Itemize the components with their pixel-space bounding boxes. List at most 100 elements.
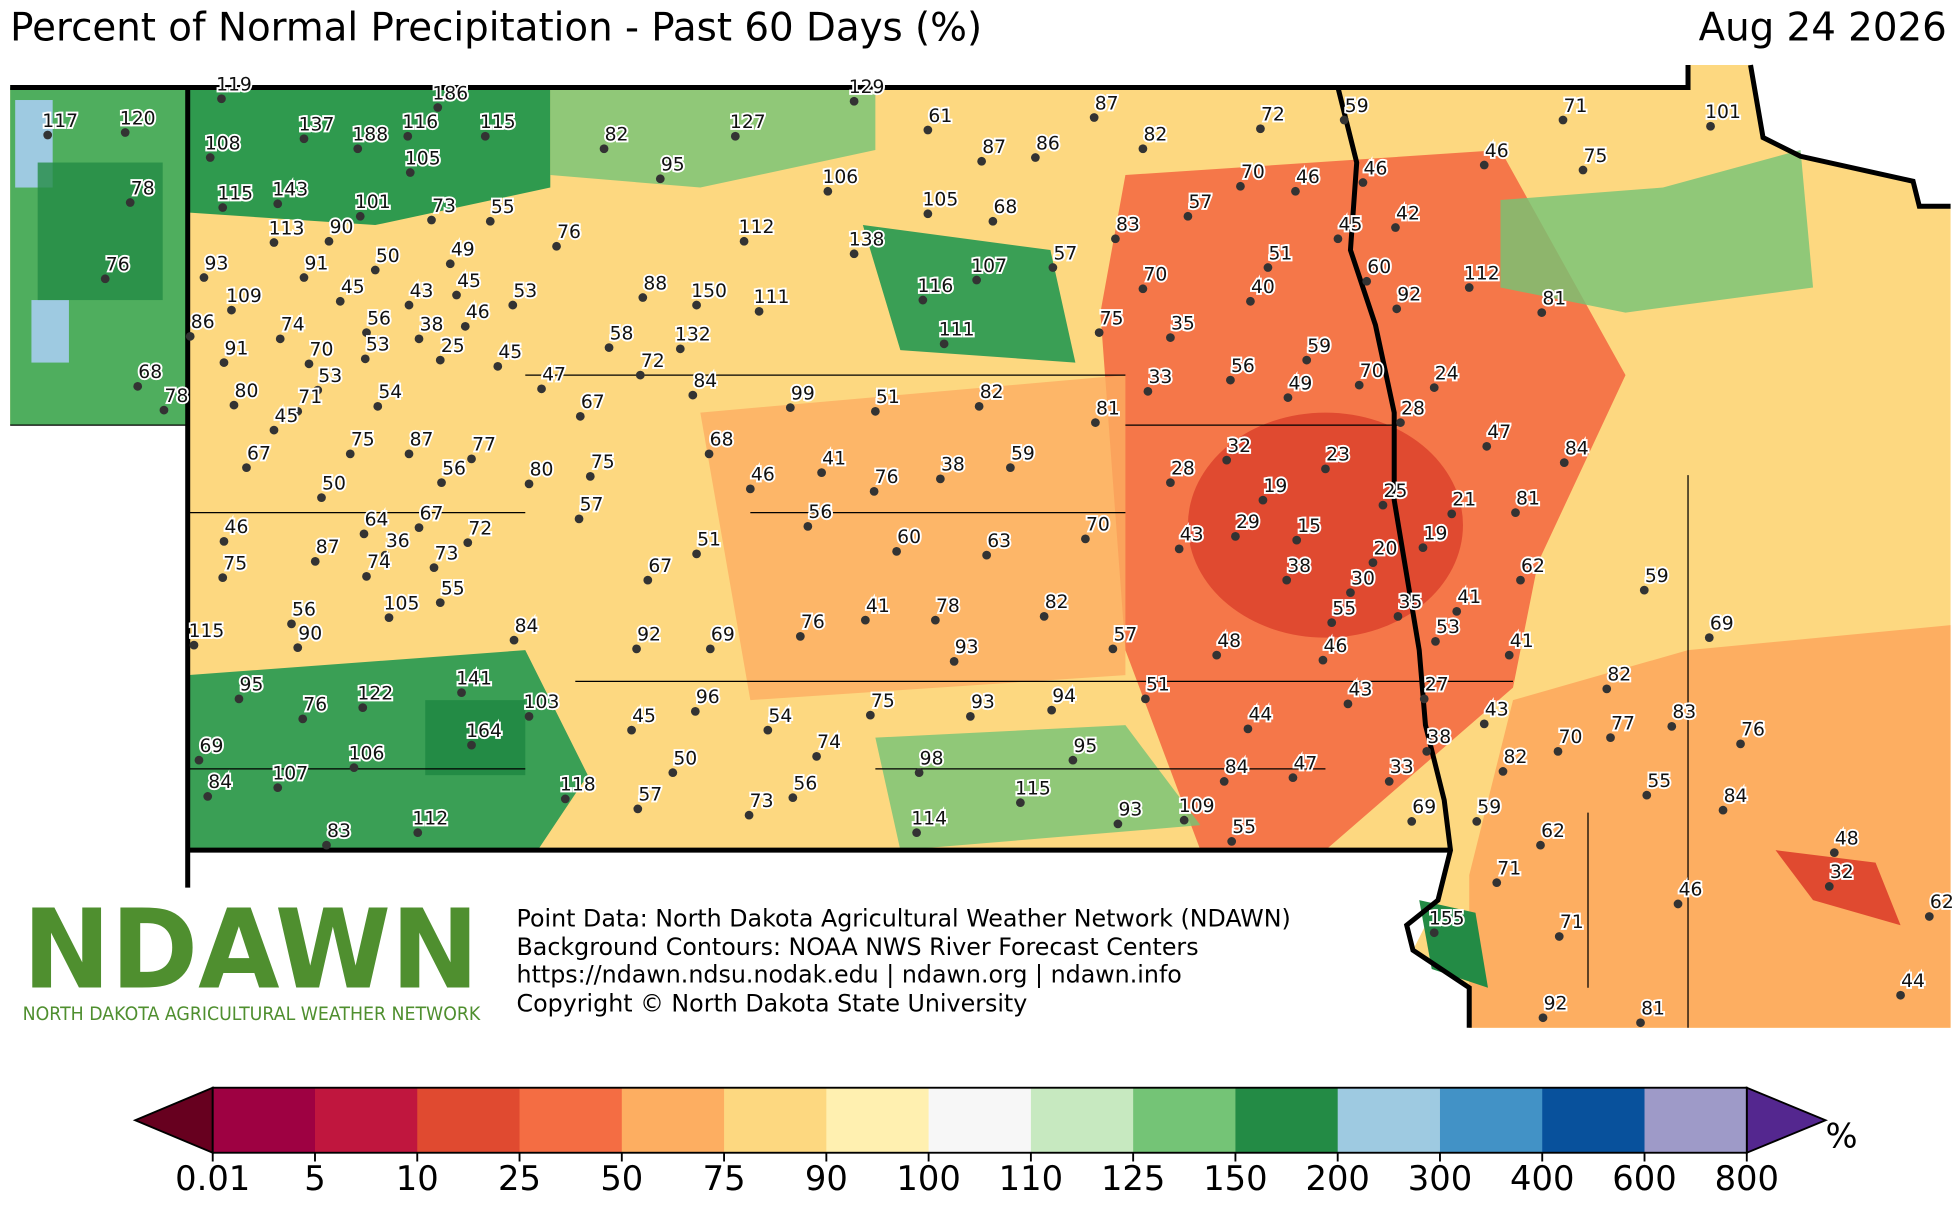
- station-dot: [1896, 990, 1905, 1000]
- station-dot: [817, 468, 826, 477]
- station-dot: [675, 344, 685, 354]
- station-dot: [413, 828, 423, 838]
- station-dot: [560, 794, 570, 804]
- station-value: 41: [822, 448, 846, 469]
- station-value: 71: [1560, 912, 1584, 933]
- station-dot: [635, 370, 645, 380]
- station-dot: [1246, 296, 1255, 306]
- station-dot: [1111, 234, 1120, 244]
- station-value: 78: [165, 386, 189, 407]
- station-value: 74: [817, 732, 841, 753]
- station-dot: [972, 275, 982, 285]
- station-dot: [524, 712, 534, 721]
- station-value: 46: [1296, 167, 1320, 188]
- station-value: 111: [939, 320, 975, 341]
- station-dot: [1089, 113, 1099, 122]
- station-value: 21: [1452, 490, 1476, 511]
- station-value: 105: [384, 593, 420, 614]
- station-value: 47: [1294, 753, 1318, 774]
- station-value: 45: [498, 342, 522, 363]
- station-dot: [43, 130, 53, 140]
- station-dot: [860, 615, 870, 625]
- station-value: 137: [299, 115, 335, 136]
- station-dot: [1291, 186, 1300, 196]
- station-value: 80: [530, 460, 554, 481]
- station-dot: [133, 381, 143, 391]
- station-value: 91: [305, 253, 329, 274]
- station-value: 188: [352, 125, 388, 146]
- credit-line: Point Data: North Dakota Agricultural We…: [517, 904, 1291, 932]
- station-dot: [1384, 777, 1394, 786]
- station-value: 46: [1679, 880, 1703, 901]
- station-value: 127: [730, 112, 766, 133]
- station-dot: [1354, 380, 1364, 390]
- station-dot: [299, 273, 309, 282]
- station-value: 56: [292, 600, 316, 621]
- station-dot: [1141, 694, 1150, 704]
- station-dot: [1553, 747, 1563, 756]
- station-value: 75: [871, 691, 895, 712]
- station-dot: [433, 103, 443, 112]
- station-dot: [217, 94, 226, 104]
- station-value: 70: [1360, 361, 1384, 382]
- station-dot: [1924, 912, 1934, 921]
- station-dot: [362, 328, 371, 337]
- station-value: 93: [971, 692, 995, 713]
- station-dot: [219, 536, 229, 546]
- station-dot: [120, 128, 130, 137]
- station-value: 77: [472, 435, 496, 456]
- station-value: 68: [993, 197, 1017, 218]
- stations: 117 120 119 186 108 137 188 116 115 82 127 129 87 72 5…: [40, 73, 1956, 1028]
- station-dot: [199, 273, 209, 282]
- station-value: 68: [138, 362, 162, 383]
- station-value: 55: [441, 578, 465, 599]
- station-dot: [795, 632, 805, 641]
- station-value: 86: [191, 312, 215, 333]
- station-dot: [159, 405, 169, 415]
- station-value: 106: [822, 167, 858, 188]
- station-dot: [974, 401, 984, 411]
- station-dot: [405, 168, 415, 177]
- station-value: 122: [357, 683, 393, 704]
- colorbar-tick-label: 25: [498, 1159, 541, 1198]
- station-value: 56: [793, 773, 817, 794]
- station-dot: [1504, 650, 1514, 660]
- station-value: 32: [1227, 436, 1251, 457]
- station-value: 75: [1584, 146, 1608, 167]
- station-value: 143: [272, 180, 308, 201]
- logo-subtitle: NORTH DAKOTA AGRICULTURAL WEATHER NETWOR…: [23, 1004, 481, 1025]
- station-dot: [912, 828, 921, 838]
- colorbar-tick-label: 90: [805, 1159, 848, 1198]
- station-value: 43: [1180, 525, 1204, 546]
- station-value: 70: [310, 340, 334, 361]
- credits: Point Data: North Dakota Agricultural We…: [517, 904, 1291, 1017]
- station-dot: [745, 484, 755, 494]
- station-dot: [1554, 932, 1564, 941]
- station-value: 60: [1367, 257, 1391, 278]
- station-value: 93: [1118, 800, 1142, 821]
- station-value: 70: [1143, 265, 1167, 286]
- station-value: 56: [442, 458, 466, 479]
- station-value: 70: [1559, 727, 1583, 748]
- station-dot: [1346, 588, 1355, 597]
- colorbar-segment: [417, 1087, 521, 1153]
- station-value: 28: [1171, 458, 1195, 479]
- station-value: 58: [610, 323, 634, 344]
- station-dot: [1047, 705, 1057, 715]
- station-value: 53: [1436, 617, 1460, 638]
- station-value: 84: [693, 371, 717, 392]
- station-value: 49: [1289, 373, 1313, 394]
- station-dot: [1327, 618, 1337, 628]
- colorbar-segment: [519, 1087, 623, 1153]
- station-value: 23: [1326, 445, 1350, 466]
- station-value: 29: [1236, 512, 1260, 533]
- station-dot: [763, 725, 773, 735]
- station-value: 107: [272, 763, 308, 784]
- station-dot: [1536, 840, 1545, 850]
- station-dot: [730, 131, 740, 141]
- station-dot: [892, 546, 901, 556]
- station-dot: [1482, 441, 1492, 451]
- station-value: 60: [897, 527, 921, 548]
- station-dot: [1243, 724, 1253, 734]
- station-value: 138: [849, 230, 885, 251]
